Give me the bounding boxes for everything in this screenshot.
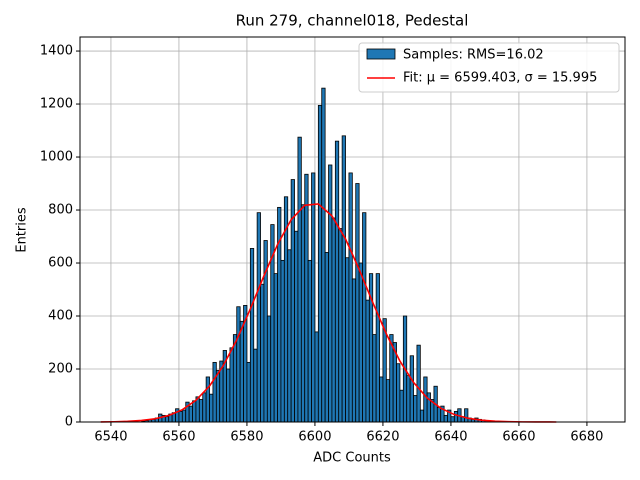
bar xyxy=(375,273,380,423)
y-tick-label: 1200 xyxy=(40,97,73,112)
bar xyxy=(266,315,272,423)
bar xyxy=(419,409,425,423)
x-tick-label: 6600 xyxy=(298,430,331,445)
bar xyxy=(232,334,238,423)
bar xyxy=(406,375,411,423)
y-tick-label: 1000 xyxy=(40,150,73,165)
bar xyxy=(198,399,204,423)
bar xyxy=(324,252,329,423)
bar xyxy=(256,212,261,423)
bar xyxy=(209,393,214,423)
bar xyxy=(212,361,217,423)
bar xyxy=(334,140,340,423)
y-tick-label: 1400 xyxy=(40,44,73,59)
bar xyxy=(416,344,421,423)
bar xyxy=(280,259,285,423)
bar xyxy=(426,392,431,423)
bar xyxy=(300,204,306,423)
bar xyxy=(314,331,319,423)
bar xyxy=(215,369,221,423)
bar xyxy=(202,392,207,423)
bar xyxy=(253,348,258,423)
bar xyxy=(178,411,183,423)
bar xyxy=(409,355,414,423)
bar xyxy=(226,368,231,423)
x-tick-label: 6640 xyxy=(434,430,467,445)
bar xyxy=(307,259,312,423)
bar xyxy=(246,361,251,423)
x-tick-label: 6620 xyxy=(366,430,399,445)
bar xyxy=(450,416,455,423)
bar xyxy=(236,306,241,423)
bar xyxy=(249,248,255,423)
bar xyxy=(365,299,370,423)
y-tick-label: 800 xyxy=(48,203,73,218)
y-axis-label: Entries xyxy=(15,207,30,253)
y-tick-label: 400 xyxy=(48,309,73,324)
bar xyxy=(358,262,363,423)
x-tick-label: 6540 xyxy=(94,430,127,445)
bar xyxy=(341,135,346,423)
x-tick-label: 6580 xyxy=(230,430,263,445)
bar xyxy=(311,172,316,423)
y-tick-label: 0 xyxy=(65,415,73,430)
bar xyxy=(399,389,404,423)
bar xyxy=(355,183,360,423)
bar xyxy=(436,407,442,423)
bar xyxy=(328,164,333,423)
bar xyxy=(297,136,302,423)
bar xyxy=(205,376,210,423)
bar xyxy=(188,405,193,423)
bar xyxy=(372,334,377,423)
bar xyxy=(304,173,309,423)
bar xyxy=(338,228,343,423)
bar xyxy=(317,104,323,423)
bar xyxy=(345,257,350,423)
bar xyxy=(453,411,459,423)
bar xyxy=(396,363,401,423)
legend-label: Samples: RMS=16.02 xyxy=(403,48,544,63)
bar xyxy=(321,87,326,423)
x-tick-label: 6660 xyxy=(502,430,535,445)
bar xyxy=(287,249,292,423)
bar xyxy=(164,416,170,423)
legend-swatch xyxy=(366,48,396,60)
plot-frame xyxy=(79,36,626,423)
chart-title: Run 279, channel018, Pedestal xyxy=(236,12,469,30)
bar xyxy=(192,400,197,423)
bar xyxy=(443,414,448,423)
bar xyxy=(362,212,367,423)
legend-box xyxy=(358,42,620,93)
bar xyxy=(351,278,357,423)
bar xyxy=(294,230,299,423)
fit-line xyxy=(100,203,557,423)
bar xyxy=(260,283,265,423)
y-tick-label: 200 xyxy=(48,362,73,377)
bar xyxy=(385,379,391,423)
bar xyxy=(331,217,336,423)
bar xyxy=(181,409,187,423)
bar xyxy=(413,395,418,423)
x-axis-label: ADC Counts xyxy=(313,451,391,466)
bar xyxy=(423,376,428,423)
bar xyxy=(273,273,278,423)
legend-label: Fit: μ = 6599.403, σ = 15.995 xyxy=(403,71,597,86)
bar xyxy=(229,347,234,423)
bar xyxy=(239,320,244,423)
y-tick-label: 600 xyxy=(48,256,73,271)
bar xyxy=(379,376,384,423)
x-tick-label: 6560 xyxy=(162,430,195,445)
bar xyxy=(348,172,353,423)
x-tick-label: 6680 xyxy=(570,430,603,445)
bar xyxy=(464,408,469,423)
